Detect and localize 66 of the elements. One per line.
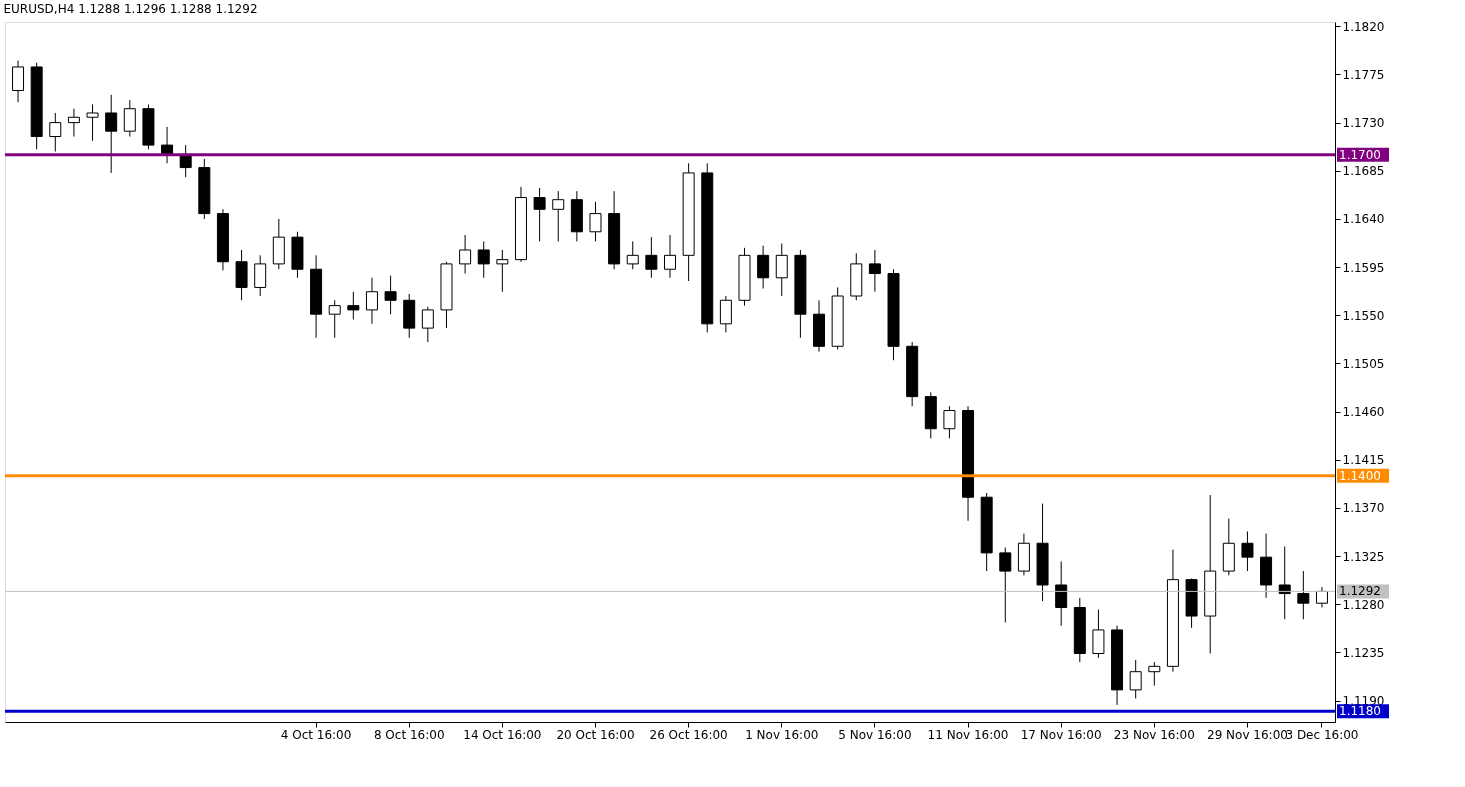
y-tick-label: 1.1505 <box>1342 356 1385 371</box>
candlestick <box>384 275 397 315</box>
ref-line-label: 1.1180 <box>1339 704 1381 719</box>
candlestick <box>86 103 99 142</box>
y-tick-label: 1.1685 <box>1342 164 1385 179</box>
y-tick-label: 1.1595 <box>1342 260 1385 275</box>
candlestick <box>328 299 341 339</box>
candlestick <box>496 249 509 293</box>
candlestick <box>552 190 565 242</box>
candlestick <box>365 277 378 325</box>
candlestick <box>645 236 658 279</box>
x-tick-label: 3 Dec 16:00 <box>1285 727 1359 742</box>
candlestick <box>589 201 602 242</box>
candlestick <box>421 306 434 343</box>
x-tick-label: 26 Oct 16:00 <box>649 727 728 742</box>
x-tick-label: 5 Nov 16:00 <box>838 727 912 742</box>
x-tick-label: 4 Oct 16:00 <box>280 727 352 742</box>
chart-title: EURUSD,H4 1.1288 1.1296 1.1288 1.1292 <box>3 2 258 17</box>
ref-line-label: 1.1400 <box>1339 468 1381 483</box>
candlestick <box>999 547 1012 623</box>
y-tick-label: 1.1415 <box>1342 453 1385 468</box>
ref-line-label: 1.1700 <box>1339 147 1381 162</box>
candlestick <box>1315 586 1328 608</box>
y-tick-label: 1.1775 <box>1342 67 1385 82</box>
candlestick <box>1055 560 1068 627</box>
candlestick <box>1297 570 1310 620</box>
y-tick-label: 1.1325 <box>1342 549 1385 564</box>
y-tick-label: 1.1280 <box>1342 597 1385 612</box>
candlestick <box>775 243 788 297</box>
x-tick-label: 23 Nov 16:00 <box>1113 727 1195 742</box>
x-tick-label: 20 Oct 16:00 <box>556 727 635 742</box>
candlestick <box>664 234 676 279</box>
x-tick-label: 17 Nov 16:00 <box>1020 727 1102 742</box>
candlestick <box>347 291 360 321</box>
candlestick <box>254 254 267 297</box>
x-tick-label: 11 Nov 16:00 <box>927 727 1009 742</box>
y-tick-label: 1.1460 <box>1342 405 1385 420</box>
x-tick-label: 1 Nov 16:00 <box>745 727 819 742</box>
candlestick <box>533 187 546 242</box>
y-tick-label: 1.1370 <box>1342 501 1385 516</box>
candlestick <box>105 94 118 174</box>
candlestick <box>67 108 80 138</box>
candlestick <box>1092 609 1105 659</box>
y-tick-label: 1.1550 <box>1342 308 1385 323</box>
candlestick <box>868 249 881 293</box>
candlestick <box>1148 661 1161 687</box>
candlestick <box>1278 545 1291 620</box>
y-tick-label: 1.1235 <box>1342 645 1385 660</box>
candlestick <box>123 99 136 138</box>
x-tick-label: 14 Oct 16:00 <box>463 727 542 742</box>
candlestick <box>477 240 490 279</box>
candlestick <box>1129 659 1142 699</box>
candlestick <box>1241 530 1254 572</box>
ref-line-label: 1.1292 <box>1339 584 1381 599</box>
y-tick-label: 1.1820 <box>1342 19 1385 34</box>
y-tick-label: 1.1730 <box>1342 116 1385 131</box>
x-tick-label: 29 Nov 16:00 <box>1207 727 1288 742</box>
candlestick <box>757 245 770 290</box>
x-tick-label: 8 Oct 16:00 <box>373 727 445 742</box>
candlestick <box>719 295 732 333</box>
candlestick <box>12 60 25 103</box>
candlestick <box>459 234 472 275</box>
candlestick <box>943 405 956 439</box>
y-tick-label: 1.1640 <box>1342 212 1385 227</box>
candlestick <box>49 112 62 153</box>
candlestick <box>626 240 639 270</box>
